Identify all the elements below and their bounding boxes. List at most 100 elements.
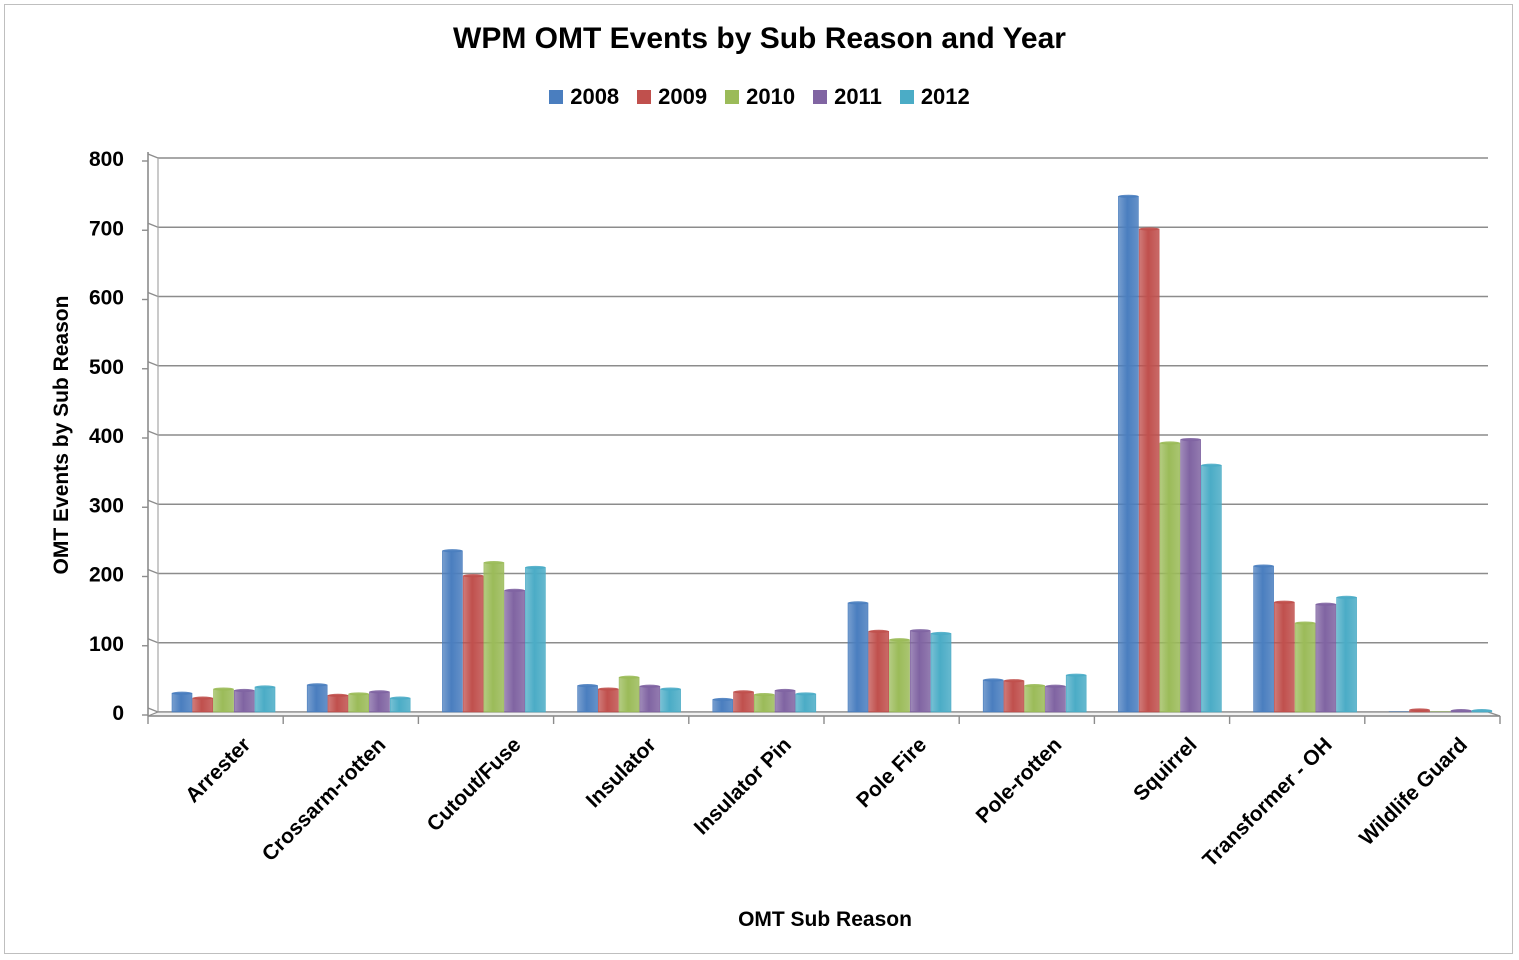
bar: [483, 562, 505, 713]
x-tick-label: Arrester: [181, 733, 255, 807]
legend-item: 2010: [725, 84, 795, 110]
chart-frame: [4, 4, 1513, 954]
x-tick-label: Insulator Pin: [690, 733, 796, 839]
bar: [795, 693, 817, 713]
bar-top: [754, 693, 775, 697]
bar-top: [889, 638, 910, 642]
x-tick-label: Wildlife Guard: [1355, 733, 1472, 850]
bar: [504, 590, 525, 713]
bar-top: [1118, 194, 1139, 198]
bar: [348, 693, 370, 713]
bar: [660, 688, 681, 713]
bar: [1201, 464, 1222, 713]
y-tick-label: 100: [89, 633, 124, 656]
bar-top: [1045, 684, 1066, 688]
bar-top: [775, 688, 796, 693]
x-tick-label: Cutout/Fuse: [423, 733, 526, 836]
legend-swatch: [725, 90, 740, 104]
gridline-depth: [147, 638, 159, 644]
bar-top: [525, 565, 546, 570]
y-tick-label: 400: [89, 425, 124, 448]
bar-top: [234, 688, 255, 693]
bar: [598, 688, 619, 713]
bar: [1118, 196, 1139, 713]
bar-top: [213, 687, 234, 691]
bar-top: [1274, 600, 1295, 604]
bar: [306, 684, 328, 713]
bar-top: [1066, 673, 1087, 677]
bar-top: [1295, 621, 1316, 625]
bar: [639, 685, 661, 713]
y-tick-label: 700: [89, 217, 124, 240]
bar: [577, 685, 598, 713]
x-tick-label: Insulator: [582, 733, 661, 812]
bar: [233, 690, 255, 713]
bar-top: [619, 675, 640, 679]
bars: [171, 194, 1493, 713]
bar: [462, 575, 484, 713]
legend-item: 2009: [637, 84, 707, 110]
gridline-depth: [147, 430, 159, 436]
bar-top: [983, 678, 1004, 682]
legend-label: 2009: [658, 84, 708, 109]
bar: [525, 567, 546, 713]
bar-top: [733, 690, 754, 694]
bar-top: [255, 685, 275, 689]
bar-top: [1180, 437, 1201, 442]
bar: [1180, 439, 1201, 713]
bar-top: [1253, 564, 1274, 568]
gridline-depth: [147, 291, 159, 298]
bar-top: [327, 693, 348, 697]
bar: [192, 697, 214, 713]
legend-item: 2012: [899, 84, 970, 110]
bar: [930, 633, 952, 713]
bar-top: [639, 684, 660, 688]
gridline-depth: [147, 361, 159, 367]
bar: [213, 688, 234, 713]
legend-item: 2008: [549, 84, 619, 110]
x-tick-label: Pole-rotten: [972, 733, 1067, 828]
bar: [909, 630, 931, 713]
bar-top: [483, 560, 504, 565]
axis-labels: 0 100 200 300 400 500 600 700 800 Arrester Crossar…: [89, 148, 1472, 872]
x-tick-label: Squirrel: [1129, 733, 1201, 805]
bar-top: [307, 683, 328, 687]
bar: [712, 699, 734, 713]
legend-label: 2012: [920, 84, 970, 109]
bar: [1315, 603, 1337, 713]
gridline-depth: [147, 499, 159, 505]
bar: [847, 602, 869, 713]
bar: [1159, 442, 1181, 713]
bar-top: [910, 629, 931, 633]
bar: [618, 676, 640, 713]
bar: [1388, 711, 1409, 712]
bar: [1045, 685, 1066, 713]
bar: [1294, 622, 1316, 713]
y-tick-label: 500: [89, 356, 124, 379]
bar: [1024, 685, 1045, 713]
bar: [1138, 228, 1160, 713]
bar: [1003, 680, 1025, 713]
bar-top: [1201, 463, 1222, 467]
bar-top: [463, 574, 484, 578]
bar-top: [598, 687, 619, 691]
bar-top: [348, 692, 369, 696]
y-tick-label: 200: [89, 564, 124, 587]
bar: [1253, 565, 1274, 713]
legend-label: 2011: [834, 84, 882, 109]
bar-top: [712, 697, 733, 702]
legend-swatch: [899, 90, 914, 104]
y-axis-title: OMT Events by Sub Reason: [50, 296, 73, 575]
legend-swatch: [549, 90, 564, 104]
gridline-depth: [147, 707, 159, 713]
bar: [868, 631, 890, 713]
legend-swatch: [813, 90, 828, 104]
gridline-depth: [147, 568, 159, 575]
bar: [369, 691, 390, 713]
bar-top: [1471, 709, 1492, 713]
bar: [1065, 674, 1087, 713]
bar-top: [1003, 679, 1024, 683]
bar: [389, 697, 411, 713]
bar-top: [390, 696, 411, 700]
